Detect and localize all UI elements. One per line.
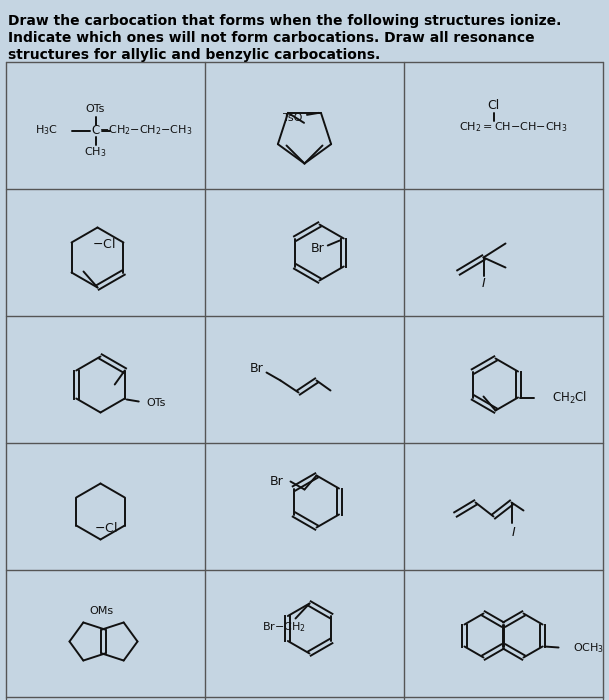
- Text: OMs: OMs: [90, 606, 113, 617]
- Text: OTs: OTs: [86, 104, 105, 113]
- Text: OCH$_3$: OCH$_3$: [572, 642, 604, 655]
- Text: Indicate which ones will not form carbocations. Draw all resonance: Indicate which ones will not form carboc…: [8, 31, 535, 45]
- Text: Draw the carbocation that forms when the following structures ionize.: Draw the carbocation that forms when the…: [8, 14, 561, 28]
- Text: CH$_2$$=$CH$-$CH$-$CH$_3$: CH$_2$$=$CH$-$CH$-$CH$_3$: [459, 120, 568, 134]
- Text: $-$CH$_2$$-$CH$_2$$-$CH$_3$: $-$CH$_2$$-$CH$_2$$-$CH$_3$: [99, 124, 192, 137]
- Text: OTs: OTs: [147, 398, 166, 407]
- Text: Br: Br: [311, 242, 325, 255]
- Text: I: I: [512, 526, 515, 539]
- Text: Br$-$CH$_2$: Br$-$CH$_2$: [261, 621, 306, 634]
- Text: I: I: [482, 277, 485, 290]
- Text: Br: Br: [270, 475, 283, 488]
- Text: CH$_3$: CH$_3$: [84, 146, 107, 160]
- Text: C: C: [91, 124, 100, 137]
- Text: CH$_2$Cl: CH$_2$Cl: [552, 389, 587, 405]
- Text: structures for allylic and benzylic carbocations.: structures for allylic and benzylic carb…: [8, 48, 380, 62]
- Text: $-$Cl: $-$Cl: [91, 237, 115, 251]
- Text: H$_3$C: H$_3$C: [35, 124, 57, 137]
- Text: Br: Br: [250, 362, 263, 375]
- Text: $-$Cl: $-$Cl: [94, 522, 118, 536]
- Text: Cl: Cl: [487, 99, 499, 112]
- Text: TsO: TsO: [283, 113, 303, 122]
